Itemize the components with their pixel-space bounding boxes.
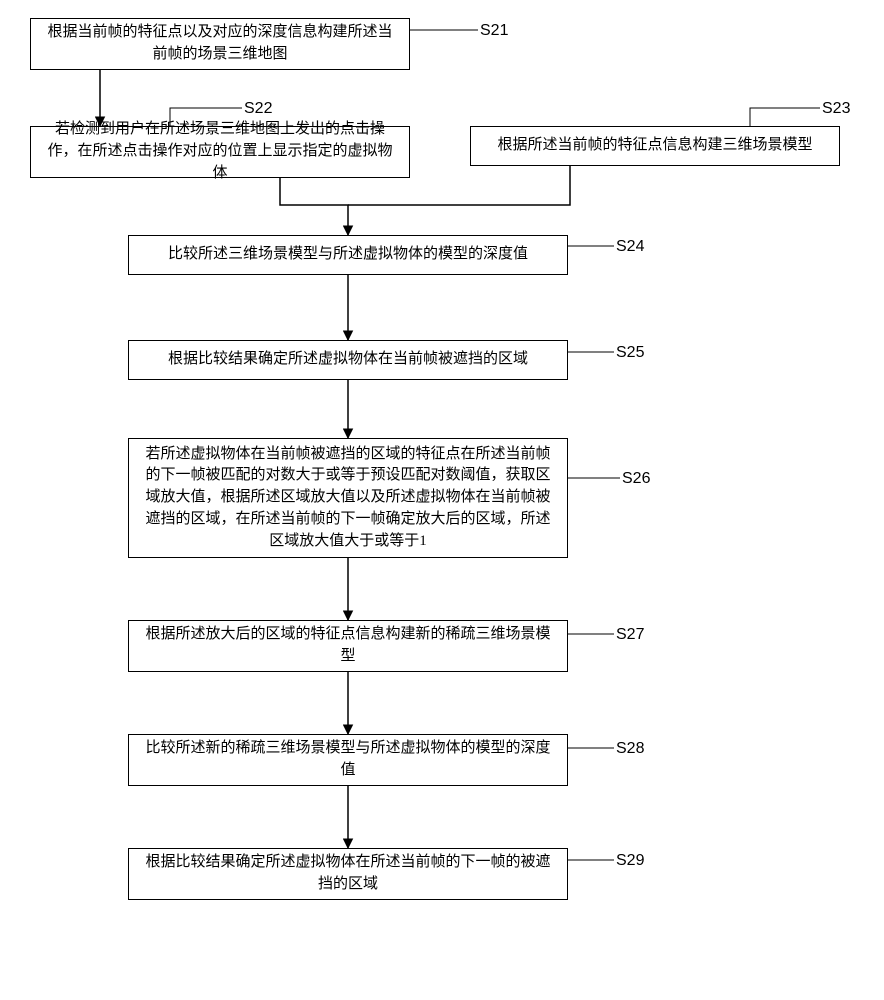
label-s26: S26	[622, 470, 650, 488]
node-text: 比较所述新的稀疏三维场景模型与所述虚拟物体的模型的深度值	[139, 738, 557, 782]
label-s27: S27	[616, 626, 644, 644]
node-text: 根据比较结果确定所述虚拟物体在所述当前帧的下一帧的被遮挡的区域	[139, 852, 557, 896]
node-s21: 根据当前帧的特征点以及对应的深度信息构建所述当前帧的场景三维地图	[30, 18, 410, 70]
label-s21: S21	[480, 22, 508, 40]
label-s24: S24	[616, 238, 644, 256]
node-s25: 根据比较结果确定所述虚拟物体在当前帧被遮挡的区域	[128, 340, 568, 380]
node-s22: 若检测到用户在所述场景三维地图上发出的点击操作，在所述点击操作对应的位置上显示指…	[30, 126, 410, 178]
node-s26: 若所述虚拟物体在当前帧被遮挡的区域的特征点在所述当前帧的下一帧被匹配的对数大于或…	[128, 438, 568, 558]
label-s22: S22	[244, 100, 272, 118]
node-text: 根据所述放大后的区域的特征点信息构建新的稀疏三维场景模型	[139, 624, 557, 668]
node-s23: 根据所述当前帧的特征点信息构建三维场景模型	[470, 126, 840, 166]
node-text: 若所述虚拟物体在当前帧被遮挡的区域的特征点在所述当前帧的下一帧被匹配的对数大于或…	[139, 444, 557, 553]
label-s23: S23	[822, 100, 850, 118]
edge-e2	[280, 178, 348, 235]
node-s29: 根据比较结果确定所述虚拟物体在所述当前帧的下一帧的被遮挡的区域	[128, 848, 568, 900]
node-s28: 比较所述新的稀疏三维场景模型与所述虚拟物体的模型的深度值	[128, 734, 568, 786]
node-s27: 根据所述放大后的区域的特征点信息构建新的稀疏三维场景模型	[128, 620, 568, 672]
node-text: 根据所述当前帧的特征点信息构建三维场景模型	[497, 135, 812, 157]
label-s29: S29	[616, 852, 644, 870]
label-s28: S28	[616, 740, 644, 758]
node-text: 比较所述三维场景模型与所述虚拟物体的模型的深度值	[168, 244, 528, 266]
node-text: 根据比较结果确定所述虚拟物体在当前帧被遮挡的区域	[168, 349, 528, 371]
label-s25: S25	[616, 344, 644, 362]
node-text: 若检测到用户在所述场景三维地图上发出的点击操作，在所述点击操作对应的位置上显示指…	[41, 119, 399, 184]
node-text: 根据当前帧的特征点以及对应的深度信息构建所述当前帧的场景三维地图	[41, 22, 399, 66]
node-s24: 比较所述三维场景模型与所述虚拟物体的模型的深度值	[128, 235, 568, 275]
leader-l23	[750, 108, 820, 126]
